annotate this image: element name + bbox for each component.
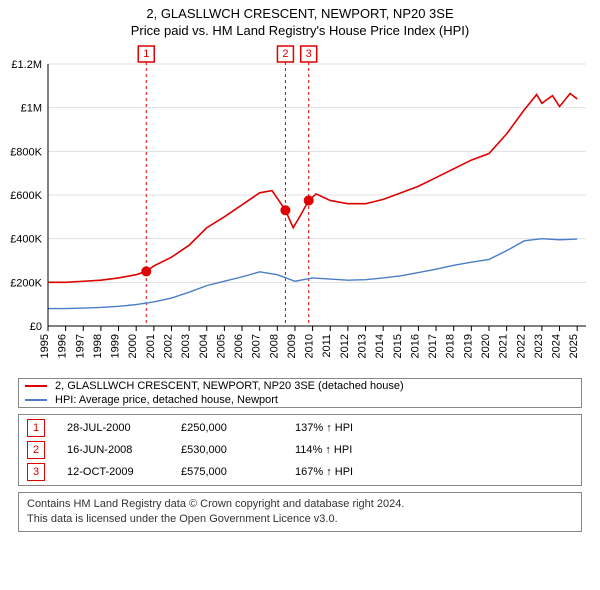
svg-text:£1.2M: £1.2M [11, 59, 42, 71]
sale-hpi: 167% ↑ HPI [295, 466, 573, 478]
legend-swatch [25, 385, 47, 387]
svg-text:2017: 2017 [427, 334, 439, 358]
svg-text:2024: 2024 [551, 334, 563, 358]
svg-text:£800K: £800K [10, 146, 42, 158]
chart-container: 2, GLASLLWCH CRESCENT, NEWPORT, NP20 3SE… [0, 0, 600, 532]
svg-text:2002: 2002 [162, 334, 174, 358]
sale-date: 12-OCT-2009 [49, 466, 177, 478]
svg-text:1998: 1998 [92, 334, 104, 358]
svg-text:1997: 1997 [74, 334, 86, 358]
svg-text:2022: 2022 [515, 334, 527, 358]
svg-text:£0: £0 [30, 321, 42, 333]
svg-text:2008: 2008 [268, 334, 280, 358]
svg-text:2003: 2003 [180, 334, 192, 358]
svg-text:2004: 2004 [198, 334, 210, 358]
sale-marker-icon: 3 [27, 463, 45, 481]
svg-text:2014: 2014 [374, 334, 386, 358]
svg-text:2018: 2018 [445, 334, 457, 358]
svg-text:2015: 2015 [392, 334, 404, 358]
sale-row: 1 28-JUL-2000 £250,000 137% ↑ HPI [19, 417, 581, 439]
svg-text:£600K: £600K [10, 190, 42, 202]
sale-hpi: 137% ↑ HPI [295, 422, 573, 434]
svg-text:2025: 2025 [568, 334, 580, 358]
sale-price: £530,000 [181, 444, 291, 456]
svg-text:2023: 2023 [533, 334, 545, 358]
legend-swatch [25, 399, 47, 401]
sale-date: 16-JUN-2008 [49, 444, 177, 456]
svg-text:2001: 2001 [145, 334, 157, 358]
svg-text:1999: 1999 [110, 334, 122, 358]
svg-text:2021: 2021 [498, 334, 510, 358]
svg-text:2009: 2009 [286, 334, 298, 358]
svg-text:£400K: £400K [10, 234, 42, 246]
svg-text:1995: 1995 [39, 334, 51, 358]
chart-title-address: 2, GLASLLWCH CRESCENT, NEWPORT, NP20 3SE [0, 6, 600, 21]
svg-text:1996: 1996 [57, 334, 69, 358]
sale-date: 28-JUL-2000 [49, 422, 177, 434]
sale-row: 3 12-OCT-2009 £575,000 167% ↑ HPI [19, 461, 581, 483]
footer-line-2: This data is licensed under the Open Gov… [27, 512, 573, 527]
legend-label: 2, GLASLLWCH CRESCENT, NEWPORT, NP20 3SE… [55, 380, 404, 392]
attribution-footer: Contains HM Land Registry data © Crown c… [18, 492, 582, 532]
price-chart: £0 £200K £400K £600K £800K £1M £1.2M 1 2 3 1995 199… [0, 42, 600, 372]
sale-price: £575,000 [181, 466, 291, 478]
svg-text:2019: 2019 [462, 334, 474, 358]
svg-text:2012: 2012 [339, 334, 351, 358]
sale-hpi: 114% ↑ HPI [295, 444, 573, 456]
chart-legend: 2, GLASLLWCH CRESCENT, NEWPORT, NP20 3SE… [18, 378, 582, 408]
svg-text:2016: 2016 [409, 334, 421, 358]
svg-text:3: 3 [306, 48, 312, 60]
sale-price: £250,000 [181, 422, 291, 434]
sale-marker-icon: 1 [27, 419, 45, 437]
svg-text:2007: 2007 [251, 334, 263, 358]
svg-text:2005: 2005 [215, 334, 227, 358]
chart-subtitle: Price paid vs. HM Land Registry's House … [0, 23, 600, 38]
svg-text:2020: 2020 [480, 334, 492, 358]
sale-marker-icon: 2 [27, 441, 45, 459]
legend-item: 2, GLASLLWCH CRESCENT, NEWPORT, NP20 3SE… [19, 379, 581, 393]
svg-text:£1M: £1M [21, 103, 42, 115]
svg-text:2013: 2013 [357, 334, 369, 358]
legend-item: HPI: Average price, detached house, Newp… [19, 393, 581, 407]
svg-text:2011: 2011 [321, 334, 333, 358]
sales-table: 1 28-JUL-2000 £250,000 137% ↑ HPI 2 16-JUN-20… [18, 414, 582, 486]
chart-titles: 2, GLASLLWCH CRESCENT, NEWPORT, NP20 3SE… [0, 0, 600, 38]
svg-text:2010: 2010 [304, 334, 316, 358]
legend-label: HPI: Average price, detached house, Newp… [55, 394, 278, 406]
svg-text:2: 2 [282, 48, 288, 60]
sale-row: 2 16-JUN-2008 £530,000 114% ↑ HPI [19, 439, 581, 461]
svg-text:2006: 2006 [233, 334, 245, 358]
footer-line-1: Contains HM Land Registry data © Crown c… [27, 497, 573, 512]
svg-text:2000: 2000 [127, 334, 139, 358]
svg-text:1: 1 [143, 48, 149, 60]
svg-text:£200K: £200K [10, 277, 42, 289]
